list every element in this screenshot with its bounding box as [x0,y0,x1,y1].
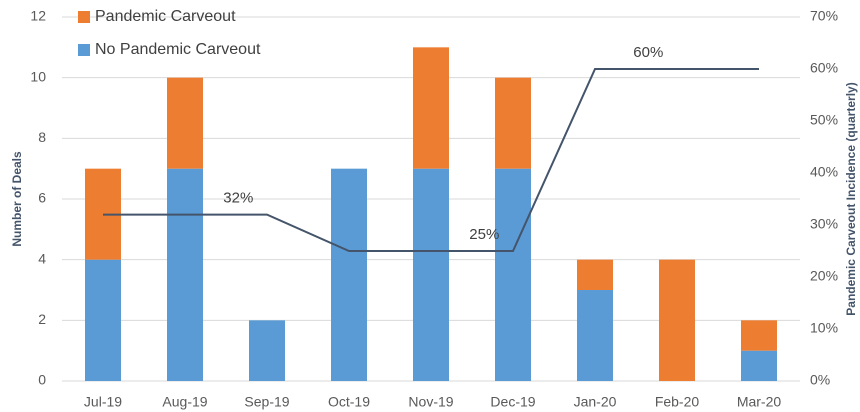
bar-segment [331,168,367,381]
x-tick-label: Aug-19 [162,394,207,410]
bar-segment [413,47,449,169]
bar-segment [167,77,203,169]
legend-label: No Pandemic Carveout [95,41,261,58]
bar-segment [659,259,695,381]
bar-segment [741,320,777,351]
y-tick-label: 6 [38,190,46,206]
y2-tick-label: 50% [810,112,838,128]
bar-segment [577,290,613,381]
y2-tick-label: 40% [810,164,838,180]
bar-segment [249,320,285,381]
y2-tick-label: 70% [810,8,838,24]
y-tick-label: 12 [30,8,46,24]
y2-axis-title: Pandemic Carveout Incidence (quarterly) [844,82,858,315]
x-tick-label: Dec-19 [490,394,535,410]
legend-swatch [78,44,90,56]
bar-segment [495,168,531,381]
bar-segment [577,259,613,290]
x-tick-label: Feb-20 [655,394,700,410]
x-tick-label: Nov-19 [408,394,453,410]
y2-tick-label: 30% [810,216,838,232]
y-axis-title: Number of Deals [10,151,24,247]
y-tick-label: 0 [38,372,46,388]
y-tick-label: 10 [30,68,46,84]
x-tick-label: Jul-19 [84,394,122,410]
legend-label: Pandemic Carveout [95,8,236,25]
y2-tick-label: 10% [810,320,838,336]
bar-segment [167,168,203,381]
value-label: 25% [469,226,499,243]
y-tick-label: 8 [38,129,46,145]
bar-segment [85,259,121,381]
value-label: 60% [633,44,663,61]
x-tick-label: Oct-19 [328,394,370,410]
bar-segment [741,350,777,381]
y2-tick-label: 60% [810,60,838,76]
y2-tick-label: 0% [810,372,830,388]
x-tick-label: Sep-19 [244,394,289,410]
y-tick-label: 2 [38,311,46,327]
bar-segment [413,168,449,381]
bar-segment [495,77,531,169]
y-tick-label: 4 [38,250,46,266]
legend-swatch [78,11,90,23]
x-tick-label: Jan-20 [574,394,617,410]
line [103,68,759,252]
x-tick-label: Mar-20 [737,394,782,410]
value-label: 32% [223,190,253,207]
y2-tick-label: 20% [810,268,838,284]
